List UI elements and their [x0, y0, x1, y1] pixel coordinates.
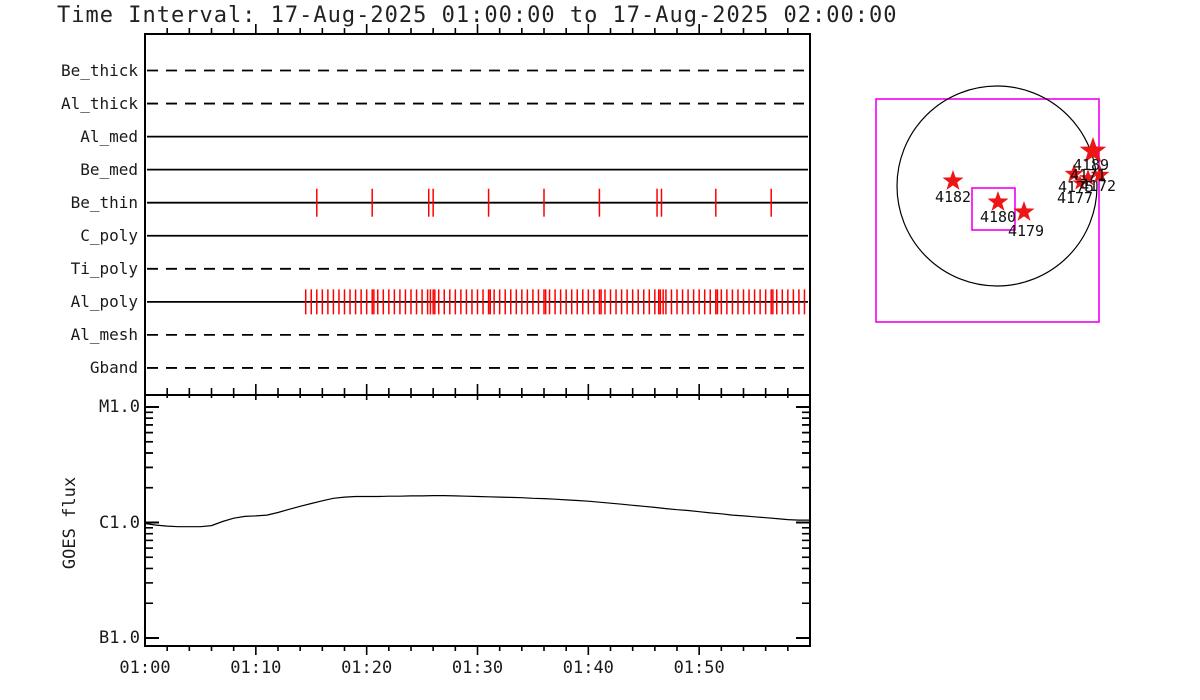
xtick-label-0120: 01:20 — [341, 658, 393, 678]
filter-label-be_med: Be_med — [80, 159, 138, 179]
filter-label-c_poly: C_poly — [80, 225, 138, 245]
active-region-star-4172 — [1090, 165, 1110, 184]
fov-outer-box — [875, 98, 1100, 323]
xtick-label-0150: 01:50 — [673, 658, 725, 678]
page-title: Time Interval: 17-Aug-2025 01:00:00 to 1… — [57, 3, 898, 28]
filter-label-gband: Gband — [89, 357, 138, 377]
active-region-star-4175 — [1079, 169, 1097, 186]
filter-label-al_med: Al_med — [80, 126, 138, 146]
xtick-label-0140: 01:40 — [562, 658, 614, 678]
active-region-star-4182 — [942, 170, 964, 190]
filter-label-be_thin: Be_thin — [70, 192, 138, 212]
filter-label-al_mesh: Al_mesh — [70, 324, 138, 344]
xtick-label-0100: 01:00 — [119, 658, 171, 678]
goes-flux-curve — [144, 495, 810, 528]
active-region-label-4175: 4175 — [1058, 178, 1094, 196]
xtick-label-0130: 01:30 — [451, 658, 504, 678]
active-region-label-4177: 4177 — [1057, 189, 1093, 207]
active-region-label-4182: 4182 — [935, 188, 971, 206]
active-region-label-4171: 4171 — [1070, 166, 1106, 184]
active-region-star-4179 — [1013, 201, 1035, 221]
goes-y-axis-title: GOES flux — [60, 476, 80, 570]
active-region-star-4171 — [1064, 164, 1084, 183]
active-region-star-4189 — [1079, 137, 1107, 163]
xtick-label-0110: 01:10 — [230, 658, 282, 678]
ytick-label-m1: M1.0 — [99, 397, 140, 417]
filter-label-al_thick: Al_thick — [60, 93, 138, 113]
filter-label-be_thick: Be_thick — [60, 60, 138, 80]
solar-limb-circle — [896, 85, 1098, 287]
goes-panel-frame — [144, 394, 811, 647]
filter-panel-frame — [144, 33, 811, 396]
active-region-label-4172: 4172 — [1080, 177, 1116, 195]
ytick-label-b1: B1.0 — [99, 628, 140, 648]
active-region-star-4180 — [987, 191, 1009, 211]
active-region-label-4179: 4179 — [1008, 222, 1044, 240]
filter-label-al_poly: Al_poly — [70, 291, 138, 311]
active-region-label-4180: 4180 — [980, 208, 1016, 226]
filter-label-ti_poly: Ti_poly — [70, 258, 138, 278]
active-region-star-4177 — [1072, 175, 1088, 190]
active-region-label-4189: 4189 — [1073, 156, 1109, 174]
ytick-label-c1: C1.0 — [99, 513, 140, 533]
